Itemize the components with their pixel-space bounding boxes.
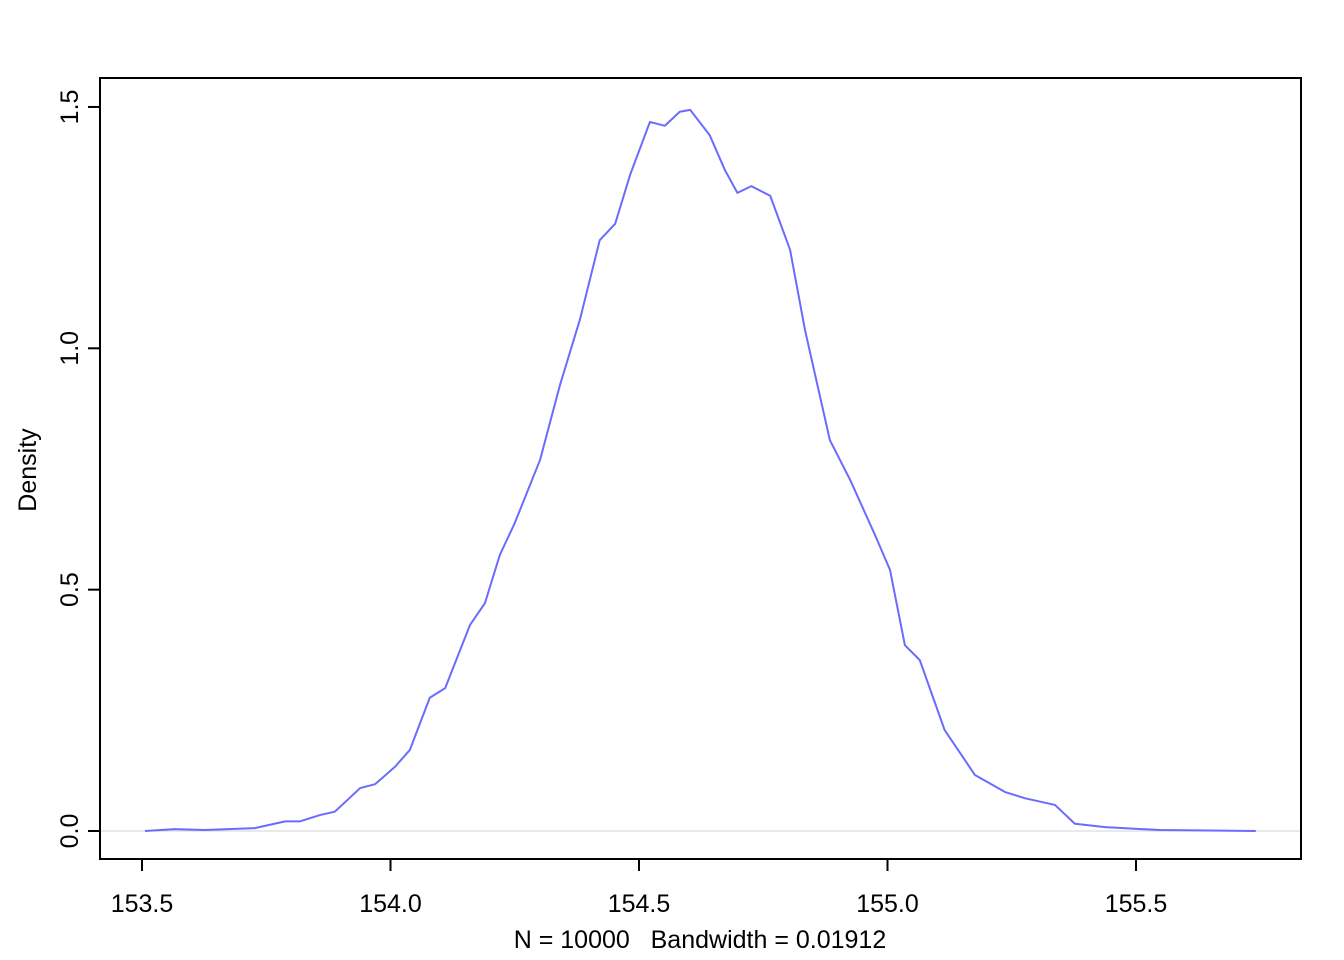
y-tick-label: 1.0 xyxy=(56,331,84,366)
x-tick-label: 153.5 xyxy=(111,890,174,918)
x-tick-label: 154.5 xyxy=(608,890,671,918)
x-tick-label: 154.0 xyxy=(359,890,422,918)
x-tick-label: 155.5 xyxy=(1105,890,1168,918)
y-axis-label: Density xyxy=(14,428,42,512)
y-tick-label: 1.5 xyxy=(56,90,84,125)
x-axis-label: N = 10000 Bandwidth = 0.01912 xyxy=(514,926,887,954)
x-tick-label: 155.0 xyxy=(856,890,919,918)
y-tick-label: 0.0 xyxy=(56,814,84,849)
y-tick-label: 0.5 xyxy=(56,572,84,607)
plot-frame xyxy=(99,77,1302,860)
density-line xyxy=(144,108,1256,833)
